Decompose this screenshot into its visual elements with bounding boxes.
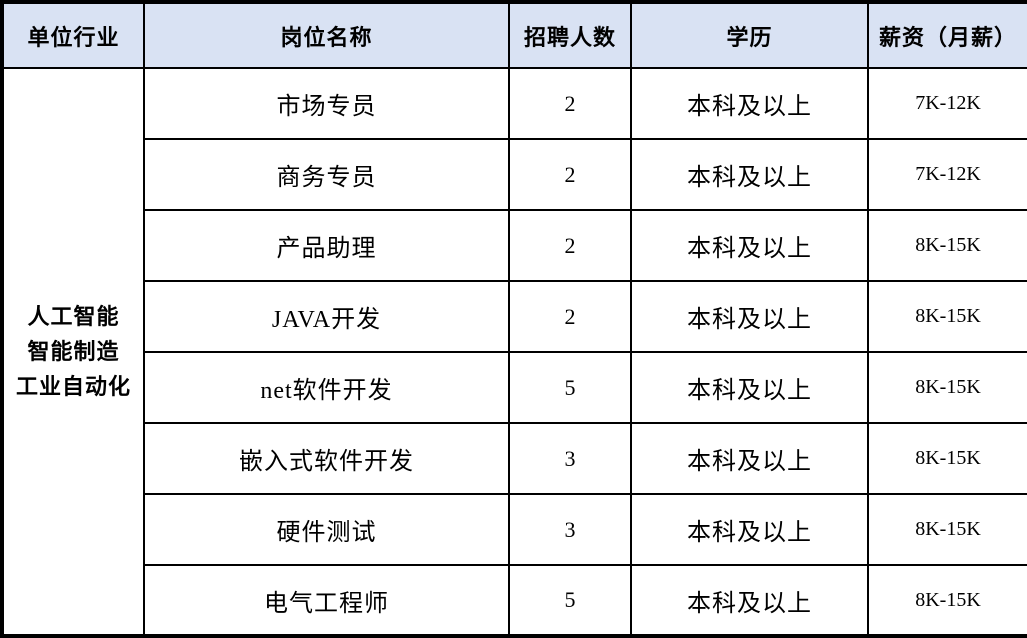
industry-line: 工业自动化	[15, 374, 131, 400]
position-cell: 电气工程师	[143, 564, 510, 637]
industry-line: 人工智能	[27, 303, 120, 329]
count-cell: 3	[508, 493, 632, 566]
salary-cell: 7K-12K	[867, 138, 1027, 211]
salary-cell: 8K-15K	[867, 493, 1027, 566]
table-row: 人工智能 智能制造 工业自动化 市场专员 2 本科及以上 7K-12K	[1, 67, 1027, 637]
count-cell: 2	[508, 138, 632, 211]
position-cell: 嵌入式软件开发	[143, 422, 510, 495]
salary-cell: 7K-12K	[867, 67, 1027, 140]
table-row: 嵌入式软件开发 3 本科及以上 8K-15K	[2, 422, 1027, 495]
education-cell: 本科及以上	[630, 564, 869, 637]
education-cell: 本科及以上	[630, 280, 869, 353]
education-cell: 本科及以上	[630, 209, 869, 282]
count-cell: 5	[508, 564, 632, 637]
count-cell: 5	[508, 351, 632, 424]
header-education: 学历	[630, 1, 869, 69]
industry-cell: 人工智能 智能制造 工业自动化	[1, 67, 145, 637]
education-cell: 本科及以上	[630, 67, 869, 140]
salary-cell: 8K-15K	[867, 422, 1027, 495]
education-cell: 本科及以上	[630, 422, 869, 495]
education-cell: 本科及以上	[630, 493, 869, 566]
education-cell: 本科及以上	[630, 351, 869, 424]
table-row: 商务专员 2 本科及以上 7K-12K	[2, 138, 1027, 211]
position-cell: 硬件测试	[143, 493, 510, 566]
count-cell: 2	[508, 209, 632, 282]
education-cell: 本科及以上	[630, 138, 869, 211]
header-industry: 单位行业	[1, 1, 145, 69]
table-row: net软件开发 5 本科及以上 8K-15K	[2, 351, 1027, 424]
header-row: 单位行业 岗位名称 招聘人数 学历 薪资（月薪）	[1, 1, 1027, 69]
position-cell: 市场专员	[143, 67, 510, 140]
position-cell: JAVA开发	[143, 280, 510, 353]
count-cell: 3	[508, 422, 632, 495]
industry-line: 智能制造	[27, 338, 120, 364]
salary-cell: 8K-15K	[867, 280, 1027, 353]
salary-cell: 8K-15K	[867, 351, 1027, 424]
header-count: 招聘人数	[508, 1, 632, 69]
header-position: 岗位名称	[143, 1, 510, 69]
salary-cell: 8K-15K	[867, 564, 1027, 637]
count-cell: 2	[508, 280, 632, 353]
header-salary: 薪资（月薪）	[867, 1, 1027, 69]
position-cell: 商务专员	[143, 138, 510, 211]
table-row: JAVA开发 2 本科及以上 8K-15K	[2, 280, 1027, 353]
table-row: 产品助理 2 本科及以上 8K-15K	[2, 209, 1027, 282]
position-cell: 产品助理	[143, 209, 510, 282]
table-row: 电气工程师 5 本科及以上 8K-15K	[2, 564, 1027, 637]
position-cell: net软件开发	[143, 351, 510, 424]
salary-cell: 8K-15K	[867, 209, 1027, 282]
count-cell: 2	[508, 67, 632, 140]
table-row: 硬件测试 3 本科及以上 8K-15K	[2, 493, 1027, 566]
